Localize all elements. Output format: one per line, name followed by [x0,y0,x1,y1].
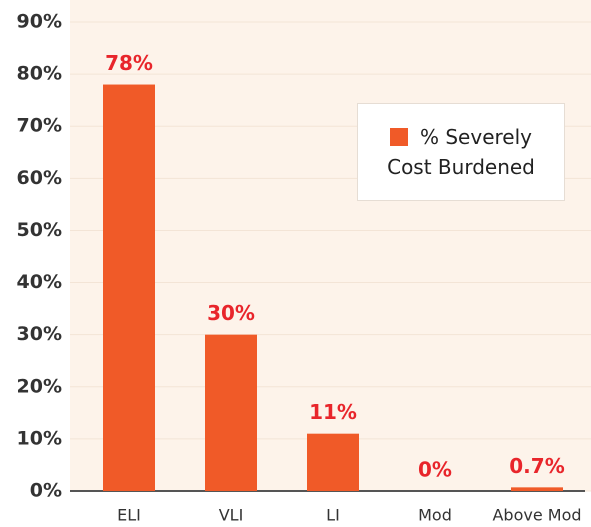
x-tick-label: VLI [219,506,244,525]
legend: % Severely Cost Burdened [357,103,565,201]
bar [205,334,257,491]
plot-background [70,0,591,491]
y-tick-label: 80% [17,63,62,85]
y-tick-label: 0% [30,480,62,502]
y-tick-label: 60% [17,167,62,189]
bar [307,433,359,491]
value-label: 30% [207,301,255,325]
value-label: 0% [418,458,452,482]
x-tick-label: Above Mod [492,506,581,525]
legend-entry: % Severely Cost Burdened [366,122,556,182]
x-tick-label: LI [326,506,340,525]
y-tick-label: 70% [17,115,62,137]
x-tick-label: Mod [418,506,452,525]
value-label: 78% [105,51,153,75]
x-tick-label: ELI [117,506,141,525]
value-label: 11% [309,400,357,424]
y-tick-label: 90% [17,11,62,33]
bar [103,84,155,492]
bar [511,487,563,491]
legend-label: % Severely Cost Burdened [387,125,535,179]
y-tick-label: 10% [17,427,62,449]
legend-swatch [390,128,408,146]
y-tick-label: 40% [17,271,62,293]
y-tick-label: 50% [17,219,62,241]
value-label: 0.7% [509,454,564,478]
y-tick-label: 20% [17,375,62,397]
y-tick-label: 30% [17,323,62,345]
